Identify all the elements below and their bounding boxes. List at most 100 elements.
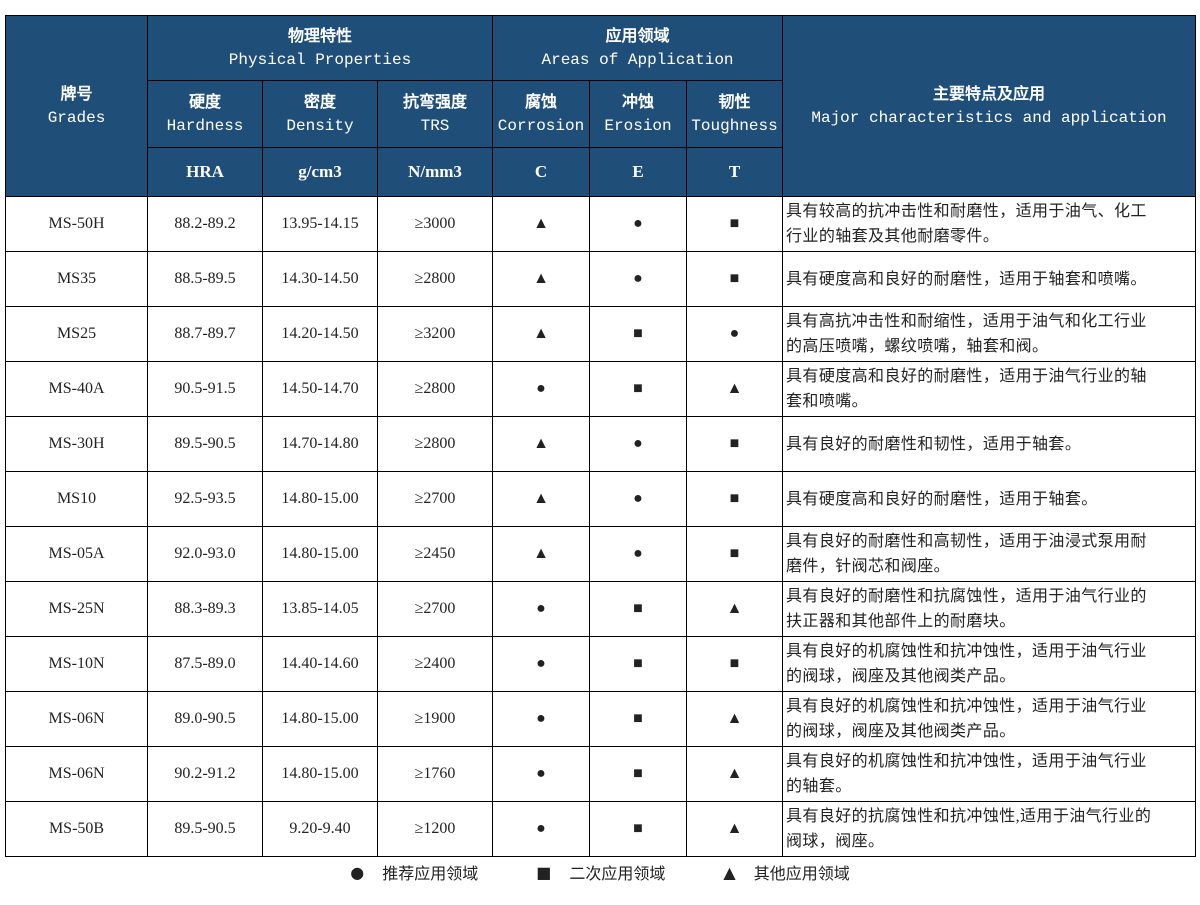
header-areas-of-application: 应用领域 Areas of Application <box>492 15 784 81</box>
toughness-cell: ▲ <box>686 801 784 857</box>
erosion-cell: ■ <box>589 691 688 747</box>
hardness-cell: 88.5-89.5 <box>147 251 263 307</box>
grade-cell: MS-40A <box>5 361 148 417</box>
trs-cell: ≥2800 <box>376 251 494 307</box>
table-row: MS10 92.5-93.5 14.80-15.00 ≥2700 ▲ ● ■ 具有硬度高和良好… <box>5 471 1197 527</box>
table-row: MS-06N 89.0-90.5 14.80-15.00 ≥1900 ● ■ ▲ 具有良好的机… <box>5 691 1197 747</box>
grade-cell: MS-10N <box>5 636 148 692</box>
grade-cell: MS-25N <box>5 581 148 637</box>
corrosion-cell: ▲ <box>492 471 591 527</box>
density-cell: 14.80-15.00 <box>262 471 378 527</box>
header-physical-properties: 物理特性 Physical Properties <box>146 15 494 81</box>
table-row: MS-10N 87.5-89.0 14.40-14.60 ≥2400 ● ■ ■ 具有良好的机… <box>5 636 1197 692</box>
grade-cell: MS10 <box>5 471 148 527</box>
hardness-cell: 90.5-91.5 <box>147 361 263 417</box>
corrosion-cell: ● <box>492 636 591 692</box>
hardness-cell: 89.5-90.5 <box>147 416 263 472</box>
density-cell: 14.20-14.50 <box>262 306 378 362</box>
corrosion-cell: ● <box>492 746 591 802</box>
unit-erosion: E <box>589 147 688 197</box>
erosion-cell: ■ <box>589 581 688 637</box>
erosion-cell: ■ <box>589 746 688 802</box>
corrosion-cell: ▲ <box>492 416 591 472</box>
toughness-cell: ▲ <box>686 691 784 747</box>
erosion-cell: ● <box>589 526 688 582</box>
legend-label: 推荐应用领域 <box>382 864 479 883</box>
erosion-cell: ■ <box>589 306 688 362</box>
description-cell: 具有良好的耐磨性和高韧性，适用于油浸式泵用耐 磨件，针阀芯和阀座。 <box>782 526 1197 582</box>
corrosion-cell: ● <box>492 801 591 857</box>
density-cell: 14.50-14.70 <box>262 361 378 417</box>
toughness-cell: ■ <box>686 416 784 472</box>
grade-cell: MS-30H <box>5 416 148 472</box>
erosion-cell: ■ <box>589 636 688 692</box>
table-row: MS-05A 92.0-93.0 14.80-15.00 ≥2450 ▲ ● ■ 具有良好的耐… <box>5 526 1197 582</box>
table-row: MS35 88.5-89.5 14.30-14.50 ≥2800 ▲ ● ■ 具有硬度高和良好… <box>5 251 1197 307</box>
hardness-cell: 88.3-89.3 <box>147 581 263 637</box>
grade-cell: MS35 <box>5 251 148 307</box>
corrosion-cell: ● <box>492 581 591 637</box>
description-cell: 具有较高的抗冲击性和耐磨性，适用于油气、化工 行业的轴套及其他耐磨零件。 <box>782 196 1197 252</box>
table-row: MS-30H 89.5-90.5 14.70-14.80 ≥2800 ▲ ● ■ 具有良好的耐… <box>5 416 1197 472</box>
legend-item: ■ 二次应用领域 <box>536 860 665 884</box>
description-cell: 具有良好的耐磨性和韧性，适用于轴套。 <box>782 416 1197 472</box>
circle-icon: ● <box>350 862 365 882</box>
toughness-cell: ■ <box>686 526 784 582</box>
corrosion-cell: ● <box>492 361 591 417</box>
density-cell: 9.20-9.40 <box>262 801 378 857</box>
legend: ● 推荐应用领域 ■ 二次应用领域 ▲ 其他应用领域 <box>0 860 1200 884</box>
square-icon: ■ <box>536 862 552 882</box>
hardness-cell: 89.0-90.5 <box>147 691 263 747</box>
table-row: MS25 88.7-89.7 14.20-14.50 ≥3200 ▲ ■ ● 具有高抗冲击性和… <box>5 306 1197 362</box>
density-cell: 14.40-14.60 <box>262 636 378 692</box>
header-grades: 牌号 Grades <box>5 15 148 197</box>
density-cell: 14.80-15.00 <box>262 691 378 747</box>
description-cell: 具有高抗冲击性和耐缩性，适用于油气和化工行业 的高压喷嘴，螺纹喷嘴，轴套和阀。 <box>782 306 1197 362</box>
corrosion-cell: ▲ <box>492 526 591 582</box>
density-cell: 14.80-15.00 <box>262 746 378 802</box>
unit-trs: N/mm3 <box>376 147 494 197</box>
toughness-cell: ■ <box>686 471 784 527</box>
trs-cell: ≥2450 <box>376 526 494 582</box>
legend-label: 其他应用领域 <box>753 864 850 883</box>
trs-cell: ≥1200 <box>376 801 494 857</box>
unit-corrosion: C <box>492 147 591 197</box>
erosion-cell: ● <box>589 416 688 472</box>
density-cell: 14.30-14.50 <box>262 251 378 307</box>
trs-cell: ≥3000 <box>376 196 494 252</box>
trs-cell: ≥2800 <box>376 416 494 472</box>
hardness-cell: 92.0-93.0 <box>147 526 263 582</box>
header-trs: 抗弯强度 TRS <box>376 80 494 148</box>
hardness-cell: 88.7-89.7 <box>147 306 263 362</box>
unit-density: g/cm3 <box>262 147 378 197</box>
toughness-cell: ● <box>686 306 784 362</box>
legend-item: ▲ 其他应用领域 <box>723 860 849 884</box>
trs-cell: ≥2800 <box>376 361 494 417</box>
description-cell: 具有良好的机腐蚀性和抗冲蚀性，适用于油气行业 的阀球，阀座及其他阀类产品。 <box>782 636 1197 692</box>
header-hardness: 硬度 Hardness <box>147 80 263 148</box>
table-row: MS-25N 88.3-89.3 13.85-14.05 ≥2700 ● ■ ▲ 具有良好的耐… <box>5 581 1197 637</box>
legend-label: 二次应用领域 <box>569 864 666 883</box>
unit-hra: HRA <box>147 147 263 197</box>
corrosion-cell: ● <box>492 691 591 747</box>
header-density: 密度 Density <box>262 80 378 148</box>
trs-cell: ≥1760 <box>376 746 494 802</box>
description-cell: 具有硬度高和良好的耐磨性，适用于轴套和喷嘴。 <box>782 251 1197 307</box>
grade-cell: MS-06N <box>5 746 148 802</box>
legend-item: ● 推荐应用领域 <box>350 860 478 884</box>
grade-cell: MS-06N <box>5 691 148 747</box>
erosion-cell: ■ <box>589 801 688 857</box>
grade-cell: MS-50H <box>5 196 148 252</box>
description-cell: 具有良好的耐磨性和抗腐蚀性，适用于油气行业的 扶正器和其他部件上的耐磨块。 <box>782 581 1197 637</box>
hardness-cell: 90.2-91.2 <box>147 746 263 802</box>
trs-cell: ≥2700 <box>376 581 494 637</box>
erosion-cell: ● <box>589 196 688 252</box>
trs-cell: ≥3200 <box>376 306 494 362</box>
description-cell: 具有良好的机腐蚀性和抗冲蚀性，适用于油气行业 的阀球，阀座及其他阀类产品。 <box>782 691 1197 747</box>
trs-cell: ≥1900 <box>376 691 494 747</box>
grades-table: 牌号 Grades 物理特性 Physical Properties 应用领域 Are… <box>5 15 1197 857</box>
corrosion-cell: ▲ <box>492 306 591 362</box>
table-row: MS-50H 88.2-89.2 13.95-14.15 ≥3000 ▲ ● ■ 具有较高的抗… <box>5 196 1197 252</box>
table-row: MS-50B 89.5-90.5 9.20-9.40 ≥1200 ● ■ ▲ 具有良好的抗腐蚀… <box>5 801 1197 857</box>
density-cell: 13.95-14.15 <box>262 196 378 252</box>
